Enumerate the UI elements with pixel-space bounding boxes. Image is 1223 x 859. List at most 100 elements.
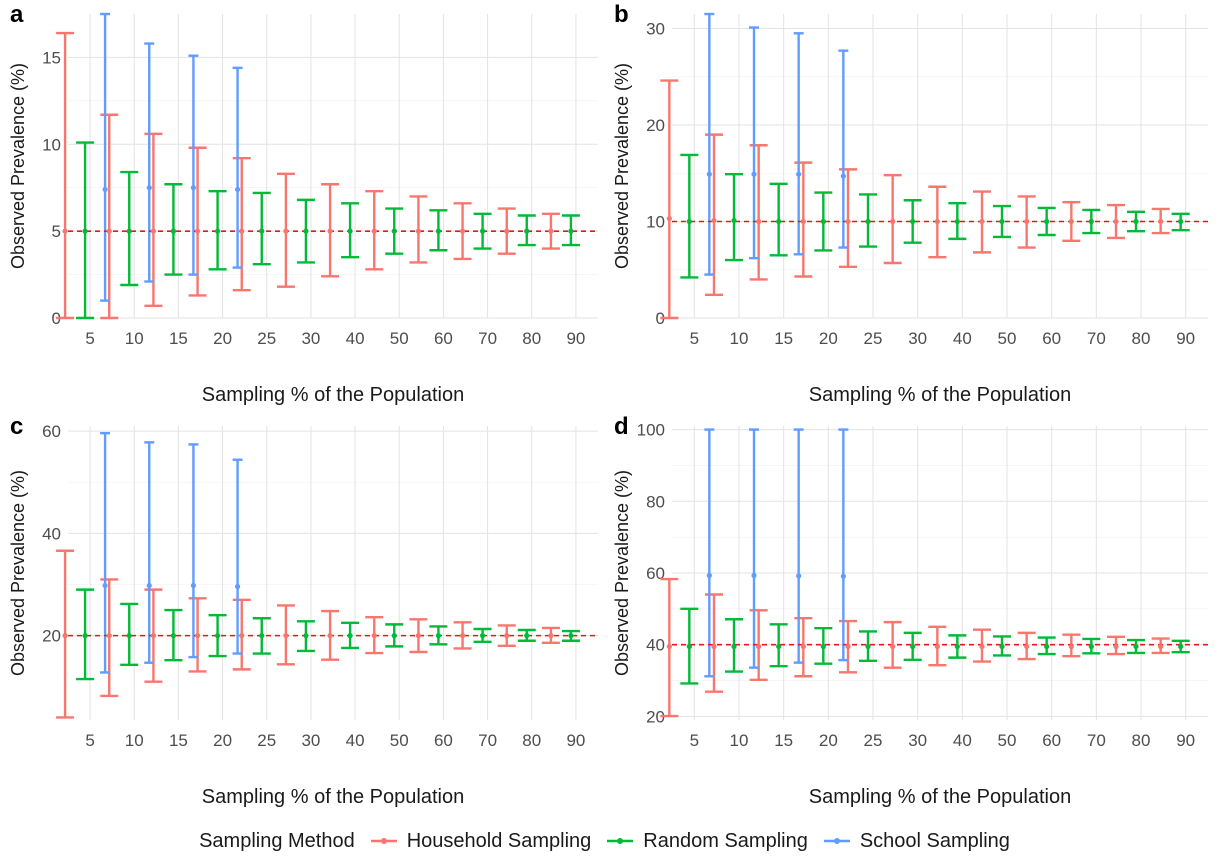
x-tick-label: 5 [85, 329, 94, 348]
mean-point [686, 218, 692, 225]
error-bar [838, 49, 849, 249]
mean-point [1088, 218, 1094, 225]
mean-point [1178, 218, 1184, 225]
mean-point [146, 185, 152, 191]
x-tick-label: 5 [690, 329, 699, 348]
y-axis-title: Observed Prevalence (%) [612, 470, 632, 676]
x-tick-label: 50 [390, 731, 409, 750]
mean-point [1024, 218, 1030, 225]
y-tick-label: 60 [646, 564, 665, 583]
x-tick-label: 40 [346, 329, 365, 348]
mean-point [283, 228, 289, 234]
mean-point [214, 228, 221, 234]
error-bar [749, 428, 759, 669]
error-bar [704, 428, 715, 678]
mean-point [776, 218, 782, 225]
x-tick-label: 30 [301, 731, 320, 750]
x-tick-label: 90 [566, 731, 585, 750]
mean-point [840, 573, 846, 579]
error-bar [680, 153, 699, 279]
figure: 0 5 10 15 5 10 15 20 25 30 40 50 60 70 80 90 Sampling % … [8, 1, 1208, 808]
mean-point [1068, 218, 1074, 225]
mean-point [756, 643, 762, 650]
mean-point [82, 633, 88, 639]
y-tick-label: 10 [646, 212, 665, 231]
mean-point [102, 582, 108, 589]
x-tick-label: 60 [1042, 329, 1061, 348]
mean-point [126, 228, 132, 234]
mean-point [82, 228, 88, 234]
mean-point [1158, 643, 1164, 650]
mean-point [840, 173, 846, 179]
mean-point [435, 633, 442, 639]
x-tick-label: 40 [953, 731, 972, 750]
x-tick-label: 10 [125, 329, 144, 348]
mean-point [347, 228, 353, 234]
mean-point [102, 186, 108, 193]
error-bar [793, 428, 804, 664]
x-tick-label: 80 [522, 731, 541, 750]
legend: Sampling Method Household Sampling Rando… [0, 826, 1223, 856]
x-tick-label: 80 [1132, 329, 1151, 348]
x-tick-label: 70 [1087, 329, 1106, 348]
mean-point [1133, 643, 1139, 650]
error-bar [188, 54, 199, 276]
mean-point [910, 643, 916, 650]
x-tick-label: 25 [257, 329, 276, 348]
x-tick-label: 30 [908, 329, 927, 348]
mean-point [1113, 218, 1119, 225]
y-tick-label: 100 [637, 421, 665, 440]
mean-point [415, 633, 422, 639]
x-tick-label: 30 [908, 731, 927, 750]
mean-point [524, 228, 530, 234]
y-tick-label: 30 [646, 19, 665, 38]
x-tick-label: 15 [169, 731, 188, 750]
mean-point [259, 633, 265, 639]
panel-label: d [614, 413, 629, 440]
mean-point [706, 572, 712, 579]
legend-key-random [607, 838, 634, 844]
mean-point [347, 633, 353, 639]
legend-label-household: Household Sampling [406, 829, 592, 852]
y-tick-label: 0 [656, 309, 665, 328]
x-tick-label: 60 [434, 731, 453, 750]
y-tick-label: 20 [646, 116, 665, 135]
mean-point [106, 633, 112, 639]
error-bar [839, 168, 857, 269]
mean-point [686, 643, 692, 650]
mean-point [106, 228, 112, 234]
mean-point [548, 228, 554, 234]
x-tick-label: 50 [998, 731, 1017, 750]
x-tick-label: 80 [522, 329, 541, 348]
y-axis-title: Observed Prevalence (%) [8, 63, 28, 269]
mean-point [1044, 218, 1050, 225]
mean-point [756, 218, 762, 225]
mean-point [391, 633, 397, 639]
mean-point [666, 643, 672, 650]
mean-point [1158, 218, 1164, 225]
mean-point [194, 228, 201, 234]
error-bar [56, 31, 75, 320]
mean-point [524, 633, 530, 639]
error-bar [704, 12, 715, 276]
mean-point [548, 633, 554, 639]
mean-point [327, 633, 333, 639]
mean-point [1044, 643, 1050, 650]
y-tick-label: 80 [646, 492, 665, 511]
y-tick-label: 60 [42, 422, 61, 441]
mean-point [890, 218, 896, 225]
mean-point [62, 633, 68, 639]
error-bar [660, 79, 679, 320]
legend-key-school [823, 838, 850, 844]
mean-point [150, 228, 157, 234]
x-axis-title: Sampling % of the Population [202, 786, 464, 808]
legend-key-household [370, 838, 397, 844]
mean-point [934, 643, 940, 650]
panel-label: b [614, 1, 629, 28]
mean-point [706, 171, 712, 177]
mean-point [666, 215, 672, 222]
x-tick-label: 90 [1176, 731, 1195, 750]
mean-point [259, 228, 265, 234]
mean-point [479, 228, 486, 234]
error-bar [232, 458, 243, 655]
